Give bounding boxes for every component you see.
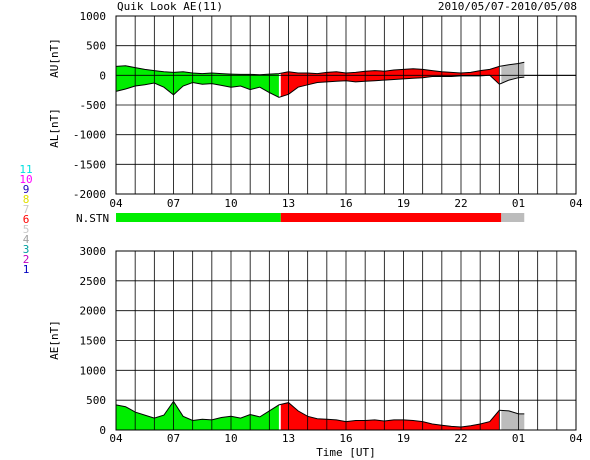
legend-station-10: 10 [19,173,32,186]
legend-station-2: 2 [23,253,30,266]
au-al-xtick-label: 07 [167,197,180,210]
ae-xtick-label: 13 [282,432,295,445]
au-al-xtick-label: 19 [397,197,410,210]
al-axis-label: AL[nT] [48,108,61,148]
ae-xtick-label: 04 [569,432,583,445]
ae-fill-segment-3 [501,410,525,430]
ae-axis-label: AE[nT] [48,320,61,360]
ae-line [115,400,525,428]
ae-ytick-label: 500 [86,394,106,407]
ae-ytick-label: 1000 [80,364,107,377]
legend-station-7: 7 [23,203,30,216]
legend-station-11: 11 [19,163,32,176]
au-line [115,61,525,76]
ae-ytick-label: 0 [99,424,106,437]
nstn-segment-1 [116,213,281,222]
ae-frame [115,250,577,431]
date-range: 2010/05/07-2010/05/08 [438,0,577,13]
legend-station-9: 9 [23,183,30,196]
ae-xtick-label: 04 [109,432,123,445]
ae-ytick-label: 3000 [80,245,107,258]
ae-xtick-label: 22 [454,432,467,445]
nstn-label: N.STN [76,212,109,225]
chart-title: Quik Look AE(11) [117,0,223,13]
legend-station-1: 1 [23,263,30,276]
legend-station-6: 6 [23,213,30,226]
legend-station-8: 8 [23,193,30,206]
ae-ytick-label: 1500 [80,335,107,348]
ae-panel: 3000 2500 2000 1500 1000 500 0 04 07 10 13 16 19 22 0… [48,245,583,459]
ae-fill-segment-1 [116,401,279,430]
al-line [115,74,525,98]
time-axis-label: Time [UT] [316,446,376,459]
au-al-xtick-label: 16 [339,197,352,210]
au-al-xtick-label: 04 [109,197,123,210]
legend-station-4: 4 [23,233,30,246]
legend-station-5: 5 [23,223,30,236]
au-axis-label: AU[nT] [48,38,61,78]
ae-ytick-label: 2500 [80,275,107,288]
au-al-fill-segment-1 [116,65,279,98]
nstn-segment-2 [280,213,502,222]
au-al-ytick-label: -1000 [73,129,106,142]
au-al-xtick-label: 01 [512,197,525,210]
ae-fill-segment-2 [280,402,500,430]
au-al-panel: 1000 500 0 -500 -1000 -1500 -2000 04 07 10 13 16 19… [48,10,583,210]
au-al-ytick-label: 0 [99,69,106,82]
au-al-xtick-label: 13 [282,197,295,210]
ae-xtick-label: 10 [224,432,237,445]
ae-ytick-label: 2000 [80,305,107,318]
au-al-ytick-label: 500 [86,40,106,53]
au-al-fill-segment-2 [280,66,500,98]
nstn-segment-3 [501,213,525,222]
legend-station-3: 3 [23,243,30,256]
au-al-frame [115,15,577,195]
au-al-xtick-label: 04 [569,197,583,210]
ae-xtick-label: 01 [512,432,525,445]
au-al-ytick-label: 1000 [80,10,107,23]
au-al-ytick-label: -500 [80,99,107,112]
ae-xtick-label: 07 [167,432,180,445]
station-count-bar: N.STN [76,212,525,225]
au-al-xtick-label: 10 [224,197,237,210]
au-al-ytick-label: -1500 [73,158,106,171]
au-al-xtick-label: 22 [454,197,467,210]
ae-xtick-label: 19 [397,432,410,445]
au-al-ytick-label: -2000 [73,188,106,201]
ae-xtick-label: 16 [339,432,352,445]
